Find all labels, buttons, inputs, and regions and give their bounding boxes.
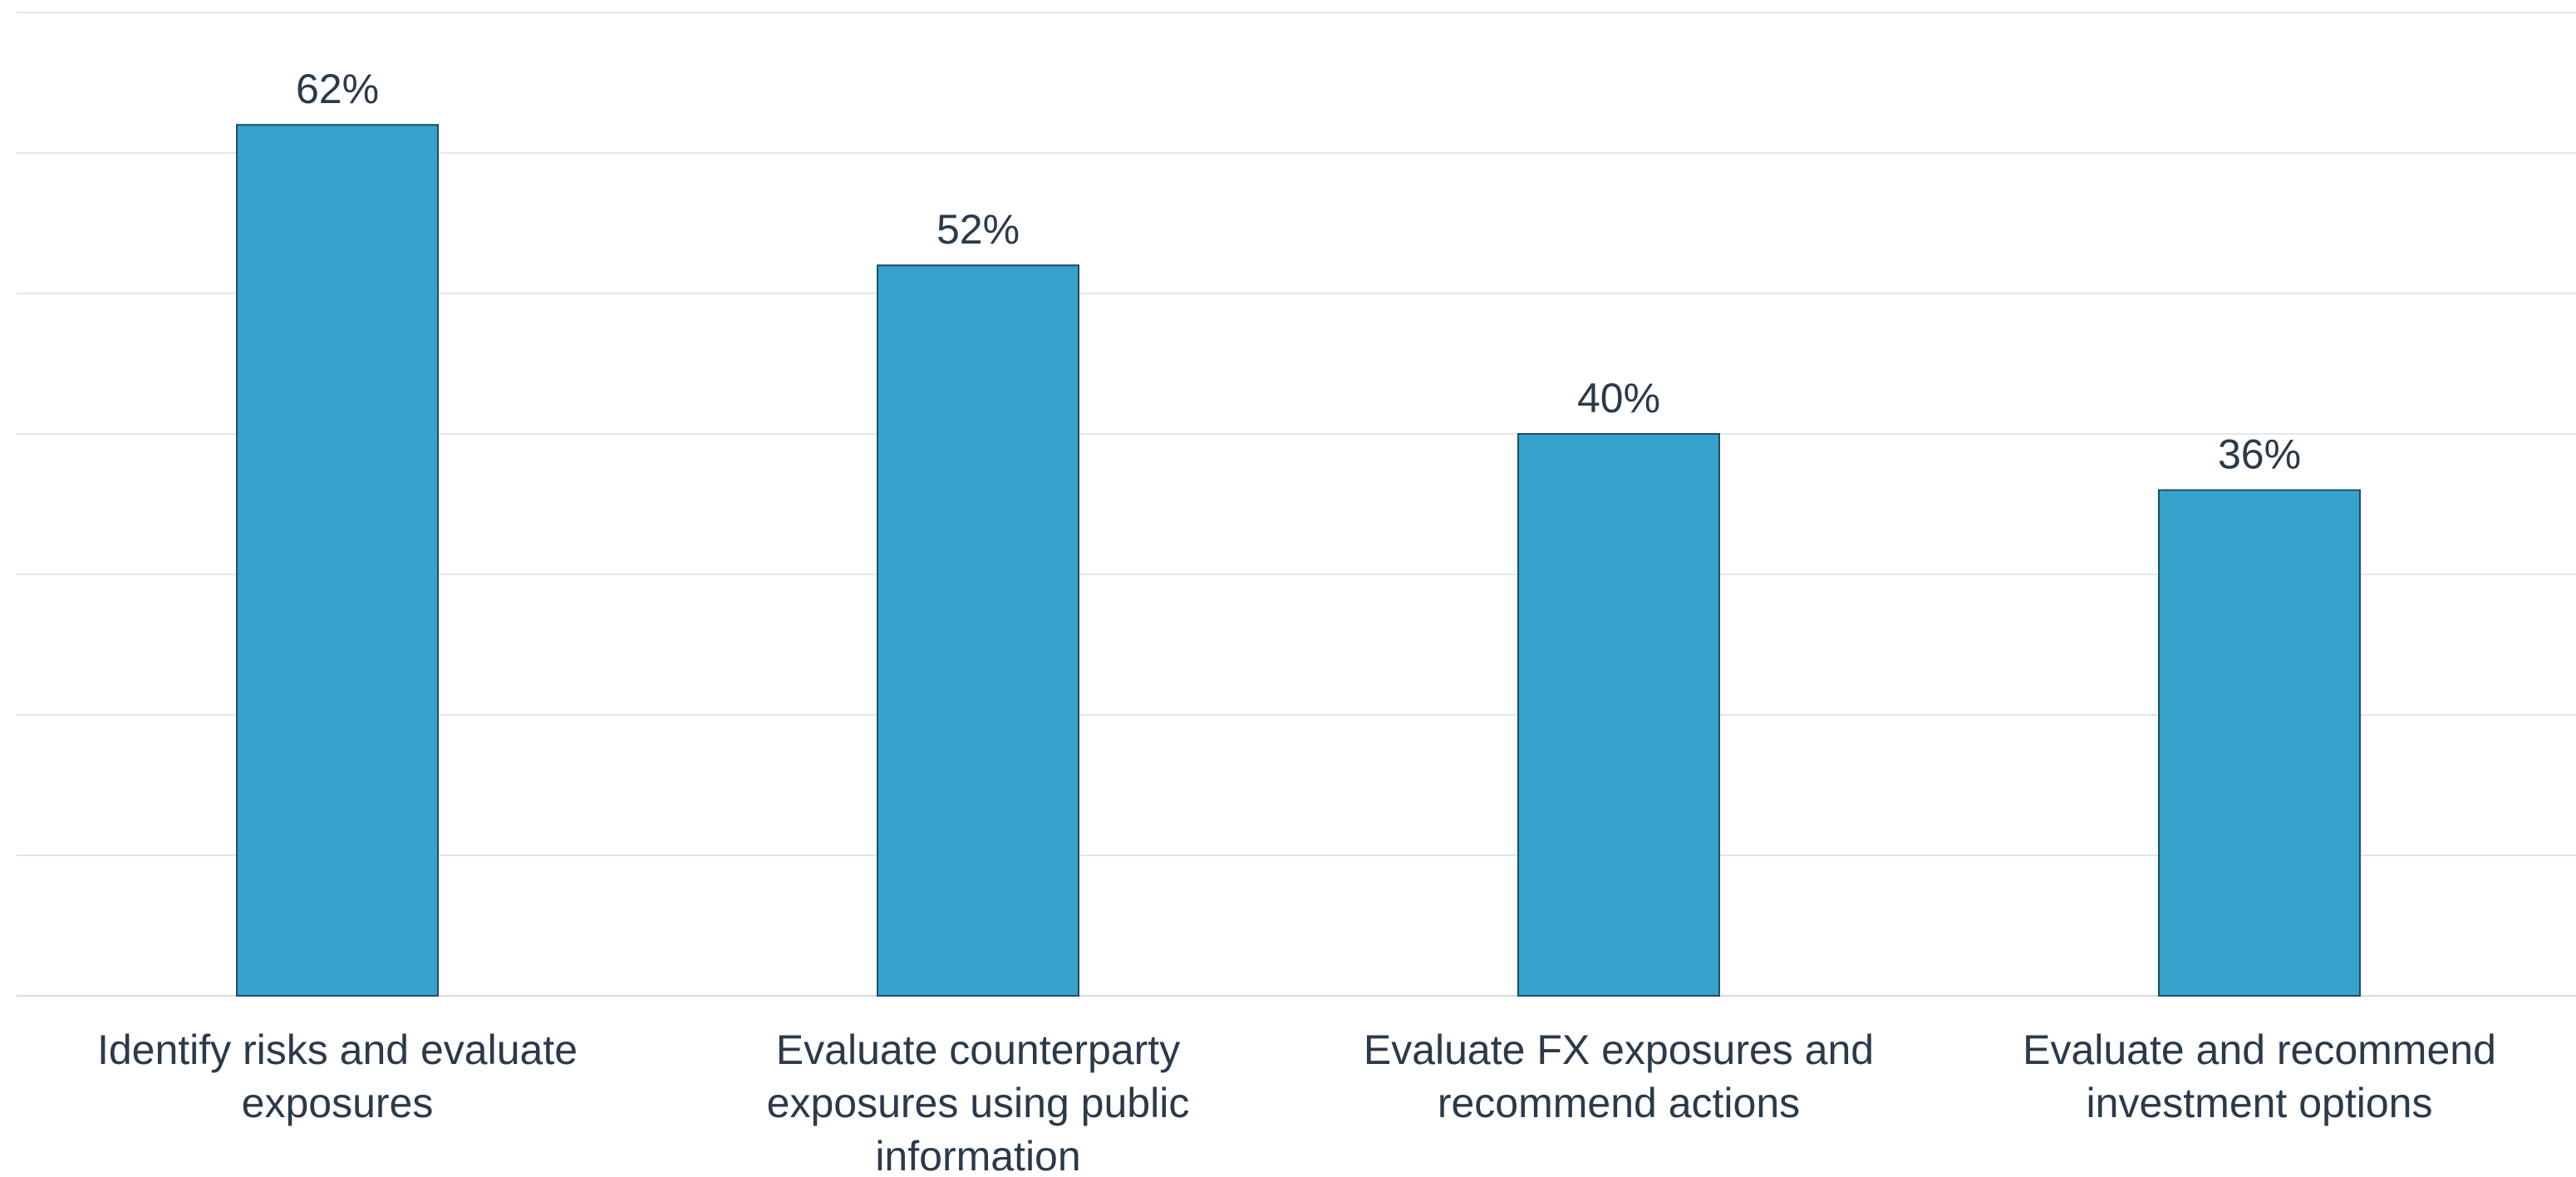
category-label: Evaluate and recommend investment options: [2023, 1027, 2496, 1126]
category-label-line: Evaluate and recommend: [2023, 1027, 2496, 1073]
category-label-line: Evaluate FX exposures and: [1364, 1027, 1874, 1073]
bar-value-label: 40%: [1577, 375, 1660, 421]
gridlines: [17, 12, 2576, 997]
category-label: Evaluate FX exposures and recommend actio…: [1364, 1027, 1874, 1126]
category-label-line: exposures: [242, 1080, 434, 1126]
category-label-line: recommend actions: [1438, 1080, 1800, 1126]
data-labels: 62% 52% 40% 36%: [296, 66, 2301, 477]
category-label-line: Evaluate counterparty: [776, 1027, 1180, 1073]
category-label-line: Identify risks and evaluate: [97, 1027, 578, 1073]
bar-value-label: 62%: [296, 66, 379, 112]
category-label-line: investment options: [2087, 1080, 2433, 1126]
category-axis-labels: Identify risks and evaluate exposures Eval…: [97, 1027, 2496, 1177]
bar: [877, 264, 1079, 997]
bar-value-label: 36%: [2218, 431, 2301, 478]
category-label: Evaluate counterparty exposures using pub…: [767, 1027, 1190, 1177]
bar: [236, 124, 439, 997]
bar: [1517, 433, 1720, 997]
category-label: Identify risks and evaluate exposures: [97, 1027, 578, 1126]
bar-value-label: 52%: [937, 206, 1020, 253]
category-label-line: information: [875, 1133, 1080, 1177]
bar-series: [236, 124, 2361, 997]
bar: [2158, 489, 2361, 997]
category-label-line: exposures using public: [767, 1080, 1190, 1126]
